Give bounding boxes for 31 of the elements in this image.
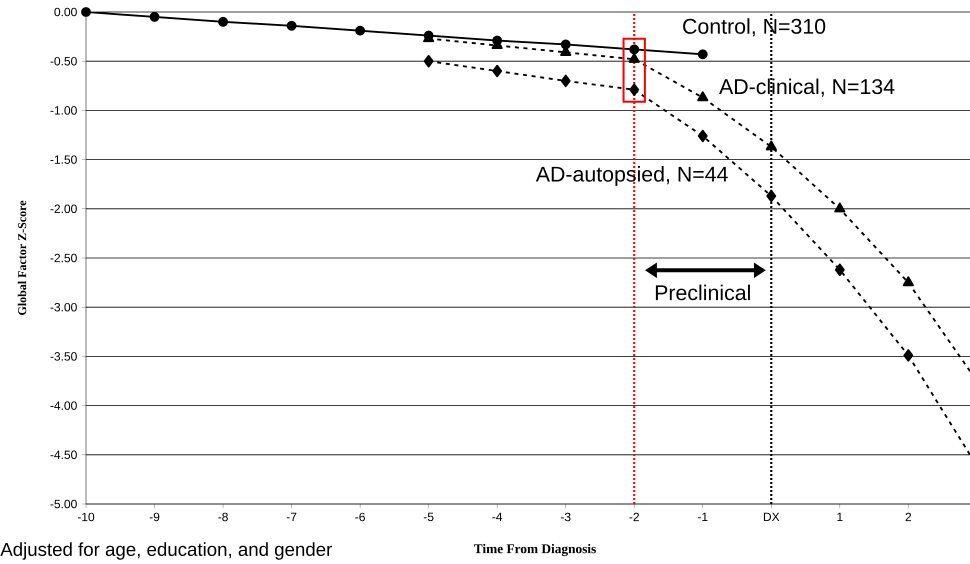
- annotation: Preclinical: [656, 284, 750, 300]
- x-tick-label: -3: [560, 512, 571, 522]
- x-tick-label: -6: [355, 512, 365, 522]
- y-tick-label: -5.00: [50, 500, 77, 508]
- x-tick-label: 1: [837, 512, 843, 521]
- x-tick-label: -4: [492, 512, 502, 521]
- text: Adjusted for age, education, and gender: [0, 542, 332, 560]
- y-tick-label: -3.00: [50, 302, 77, 312]
- x-tick-label: -2: [629, 512, 639, 522]
- x-tick-label: -5: [424, 512, 434, 522]
- y-axis-title: Global Factor Z-Score: [18, 200, 26, 315]
- y-tick-label: -2.00: [50, 204, 77, 214]
- series-label: Control, N=310: [683, 18, 826, 36]
- x-tick-label: -8: [218, 512, 228, 522]
- x-tick-label: -10: [78, 512, 94, 522]
- series-label: AD-clinical, N=134: [719, 78, 894, 97]
- x-tick-label: DX: [764, 512, 780, 521]
- y-tick-label: -1.50: [50, 155, 77, 164]
- x-tick-label: -1: [698, 512, 708, 521]
- y-tick-label: -4.00: [50, 401, 77, 410]
- y-tick-label: -1.00: [50, 106, 77, 115]
- y-tick-label: -4.50: [50, 450, 77, 460]
- x-tick-label: -9: [150, 512, 160, 522]
- x-tick-label: -7: [286, 512, 296, 521]
- y-tick-label: -0.50: [50, 56, 77, 66]
- x-tick-label: 2: [906, 512, 912, 522]
- y-tick-label: 0.00: [54, 8, 77, 16]
- y-tick-label: -2.50: [50, 254, 77, 262]
- y-tick-label: -3.50: [50, 352, 77, 361]
- series-label: AD-autopsied, N=44: [536, 166, 728, 186]
- x-axis-title: Time From Diagnosis: [474, 544, 596, 556]
